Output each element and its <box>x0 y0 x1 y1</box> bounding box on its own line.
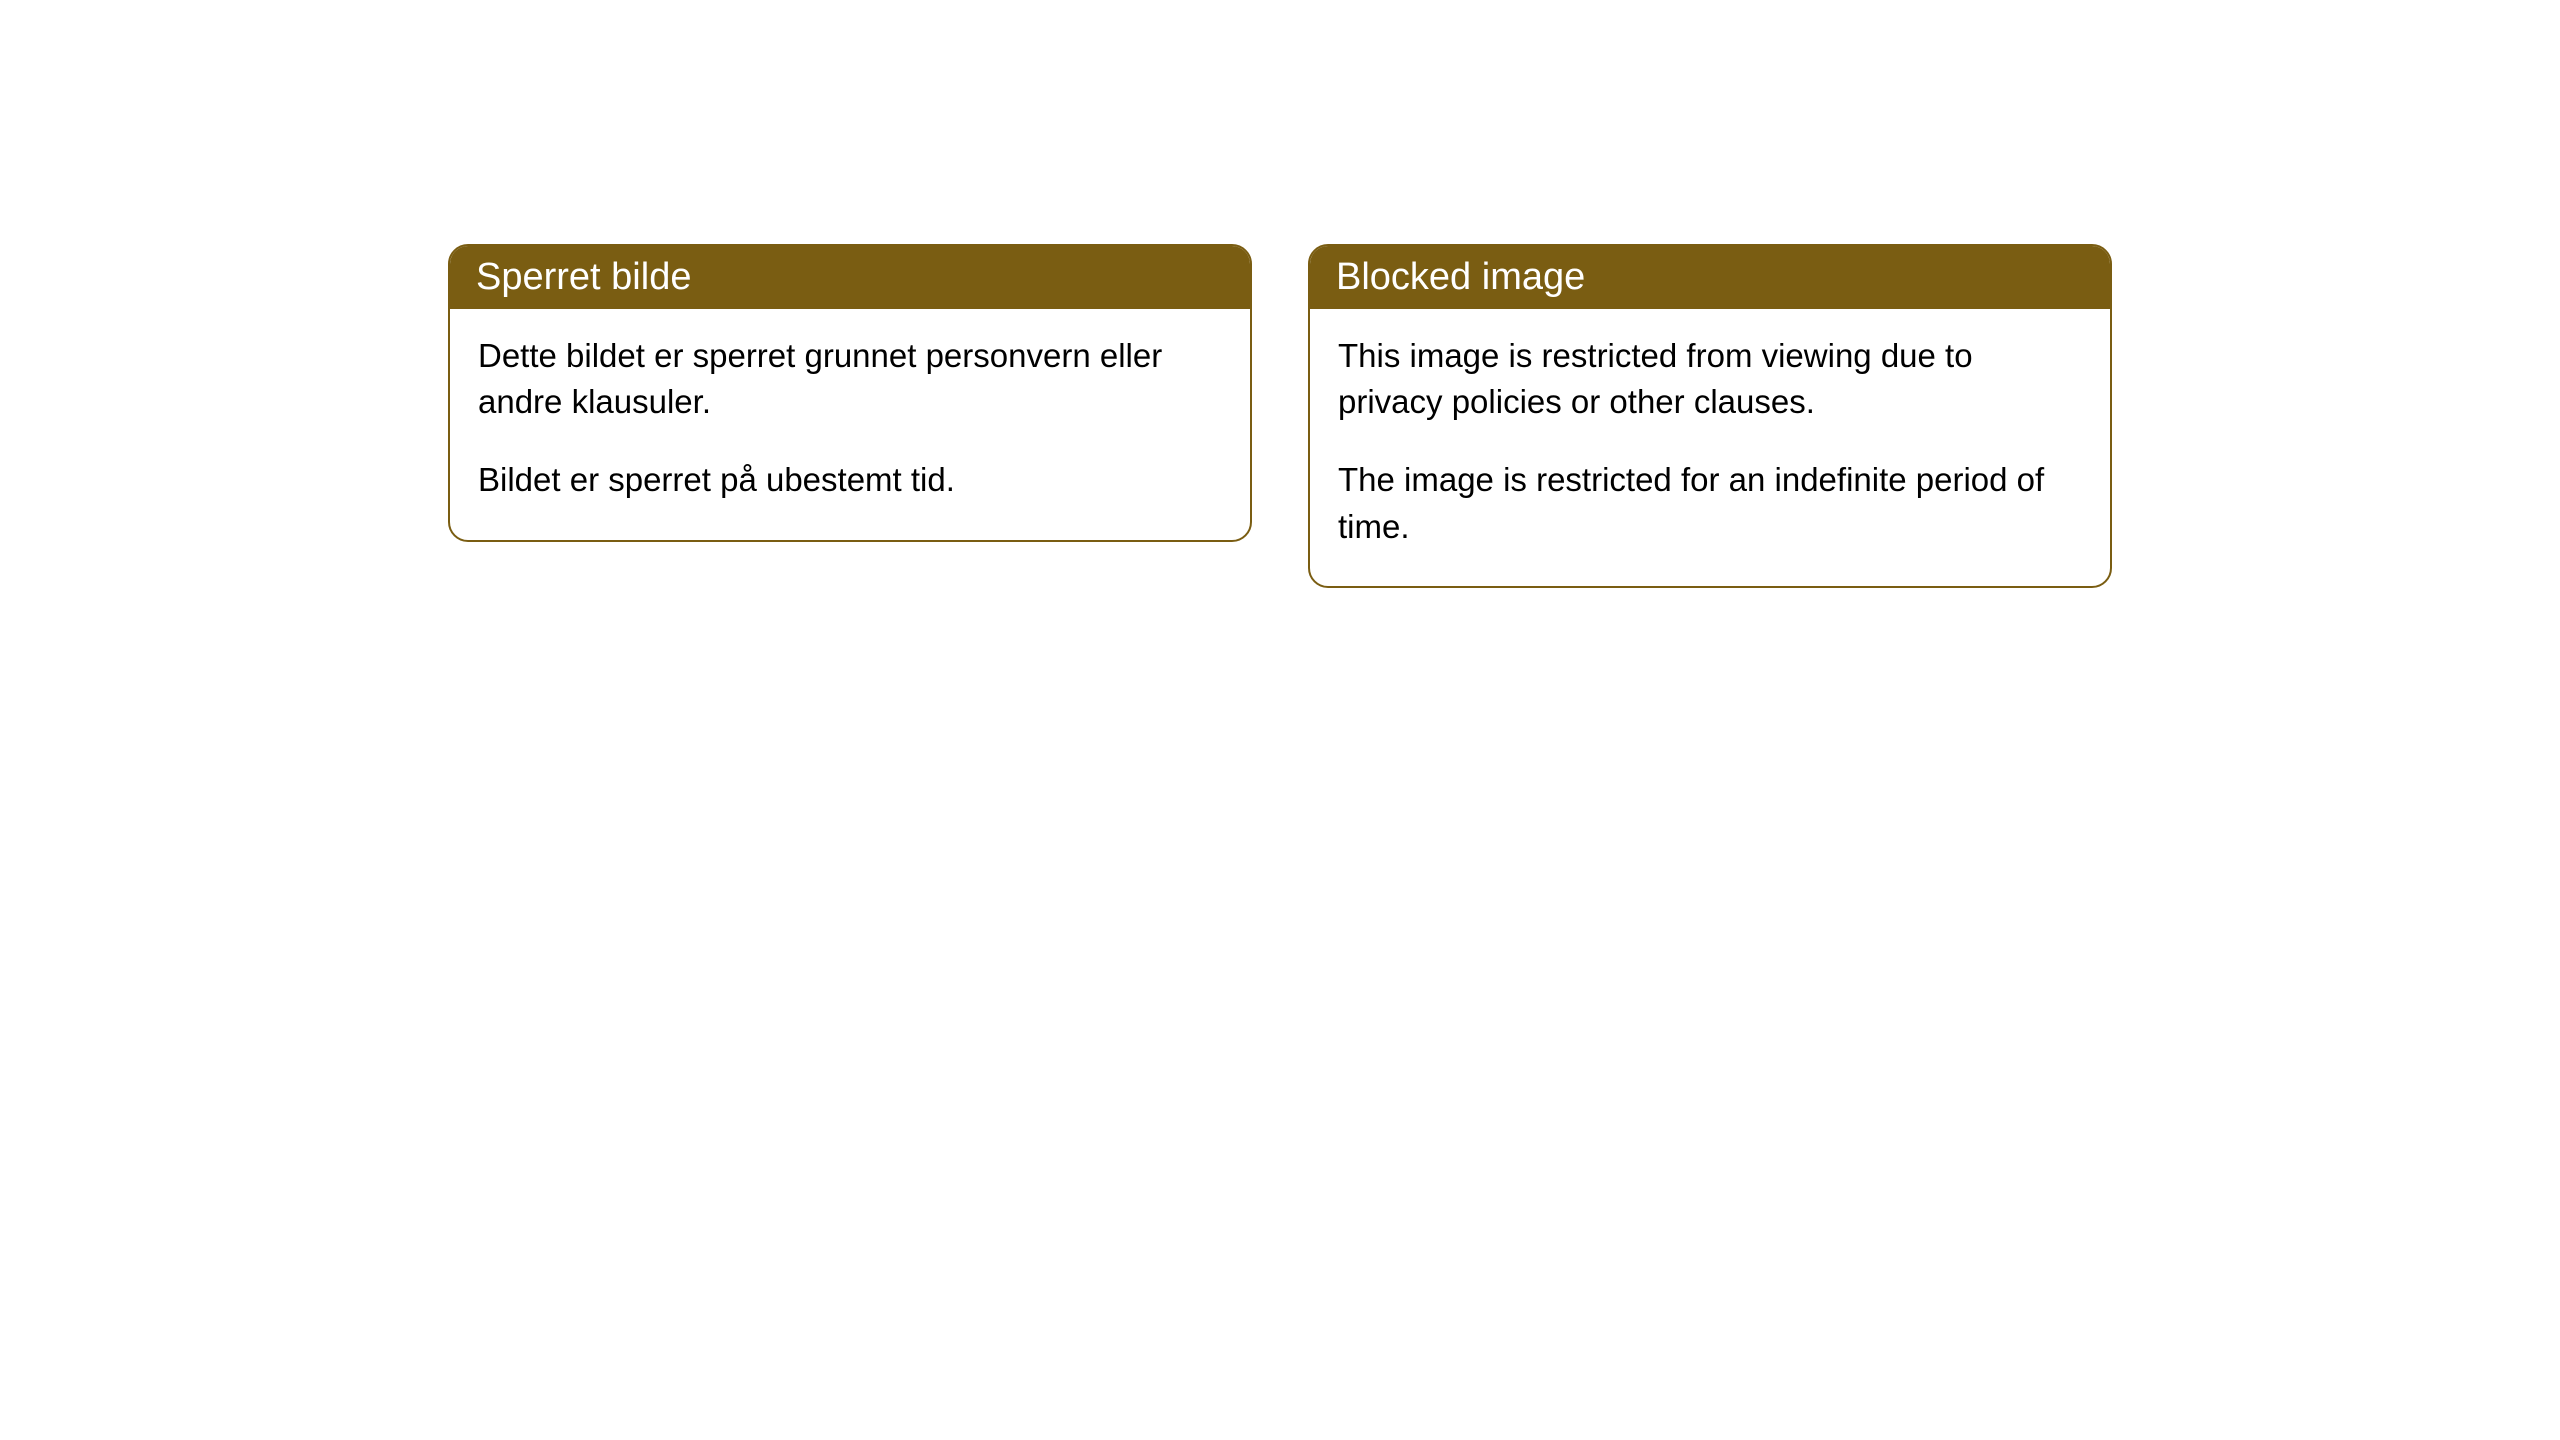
cards-container: Sperret bilde Dette bildet er sperret gr… <box>448 244 2112 1440</box>
card-title: Sperret bilde <box>476 256 691 298</box>
card-paragraph: This image is restricted from viewing du… <box>1338 333 2082 425</box>
card-header: Sperret bilde <box>450 246 1250 309</box>
card-header: Blocked image <box>1310 246 2110 309</box>
card-paragraph: The image is restricted for an indefinit… <box>1338 457 2082 549</box>
card-body: This image is restricted from viewing du… <box>1310 309 2110 586</box>
card-paragraph: Dette bildet er sperret grunnet personve… <box>478 333 1222 425</box>
card-body: Dette bildet er sperret grunnet personve… <box>450 309 1250 540</box>
blocked-image-card-english: Blocked image This image is restricted f… <box>1308 244 2112 588</box>
card-paragraph: Bildet er sperret på ubestemt tid. <box>478 457 1222 503</box>
card-title: Blocked image <box>1336 256 1585 298</box>
blocked-image-card-norwegian: Sperret bilde Dette bildet er sperret gr… <box>448 244 1252 542</box>
